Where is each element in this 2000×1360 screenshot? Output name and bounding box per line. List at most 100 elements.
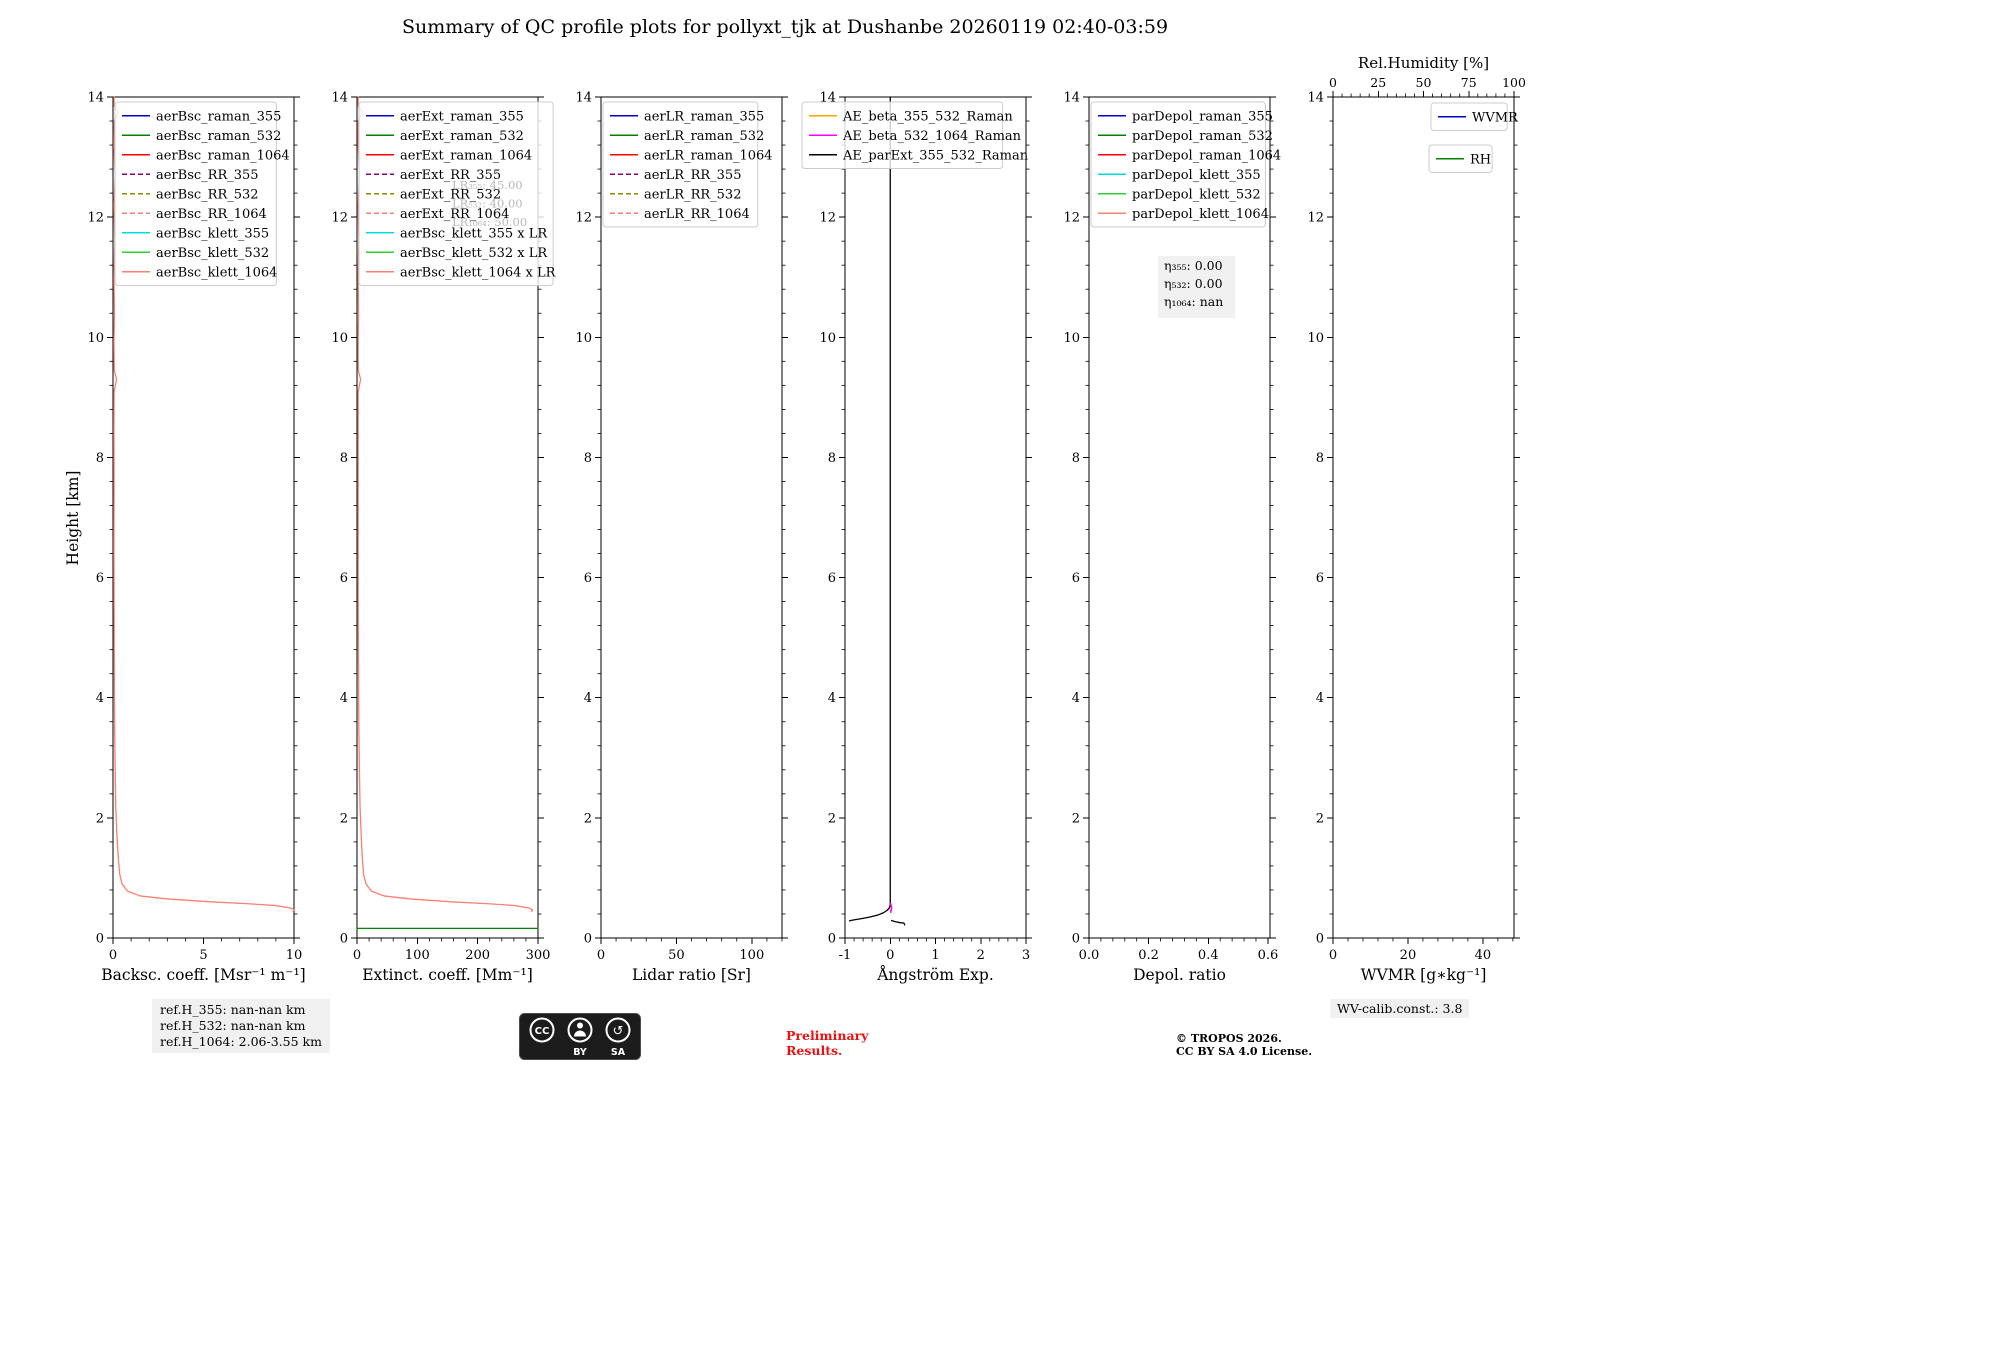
refh-1064-line: ref.H_1064: 2.06-3.55 km <box>160 1034 322 1049</box>
series-AE_parExt_355_532_Raman <box>848 96 891 922</box>
preliminary-line-1: Preliminary <box>786 1028 869 1043</box>
svg-text:14: 14 <box>87 91 104 106</box>
svg-text:aerLR_RR_1064: aerLR_RR_1064 <box>644 207 750 222</box>
svg-text:aerBsc_klett_532 x LR: aerBsc_klett_532 x LR <box>400 246 548 261</box>
panel-depol: 0 2 4 6 8 10 12 14 0.0 0.2 0.4 0.6 parDepol_raman_35… <box>1063 91 1281 985</box>
svg-text:aerLR_raman_1064: aerLR_raman_1064 <box>644 148 773 163</box>
cc-sa-label: SA <box>611 1047 626 1058</box>
svg-text:2: 2 <box>96 811 104 826</box>
svg-text:aerBsc_klett_355 x LR: aerBsc_klett_355 x LR <box>400 226 548 241</box>
figure-title: Summary of QC profile plots for pollyxt_… <box>401 16 1169 38</box>
svg-text:WVMR [g∗kg⁻¹]: WVMR [g∗kg⁻¹] <box>1361 966 1487 984</box>
legend-wvmr-0: WVMR <box>1430 102 1519 131</box>
share-alike-arrow: ↺ <box>613 1024 624 1039</box>
svg-text:0.2: 0.2 <box>1138 948 1159 963</box>
cc-logo-text: CC <box>535 1026 550 1037</box>
svg-text:2: 2 <box>828 811 836 826</box>
svg-text:aerExt_raman_532: aerExt_raman_532 <box>400 129 524 144</box>
legend-wvmr-1: RH <box>1428 144 1493 173</box>
share-alike-icon <box>605 1017 631 1043</box>
svg-text:0: 0 <box>584 932 592 947</box>
svg-text:aerLR_raman_355: aerLR_raman_355 <box>644 109 764 124</box>
panel-wvmr: 0 2 4 6 8 10 12 14 0 20 40 0 25 50 75 100 Rel.Humidity [… <box>1307 54 1526 984</box>
svg-text:Backsc. coeff. [Msr⁻¹ m⁻¹]: Backsc. coeff. [Msr⁻¹ m⁻¹] <box>101 966 305 984</box>
svg-text:1: 1 <box>931 948 939 963</box>
svg-text:40: 40 <box>1475 948 1492 963</box>
svg-text:10: 10 <box>575 331 592 346</box>
svg-text:parDepol_raman_1064: parDepol_raman_1064 <box>1132 148 1281 163</box>
svg-text:0: 0 <box>1329 948 1337 963</box>
series-AE_parExt_low_segment <box>890 919 906 926</box>
attribution-person-icon <box>567 1017 593 1043</box>
svg-text:aerBsc_raman_1064: aerBsc_raman_1064 <box>156 148 290 163</box>
svg-text:10: 10 <box>87 331 104 346</box>
cc-by-sa-badge: CC ↺ BY SA <box>519 1013 641 1064</box>
svg-text:12: 12 <box>819 211 836 226</box>
svg-text:0: 0 <box>828 932 836 947</box>
copyright-line-1: © TROPOS 2026. <box>1176 1032 1282 1045</box>
svg-text:aerBsc_klett_1064 x LR: aerBsc_klett_1064 x LR <box>400 265 557 280</box>
svg-text:η₅₃₂: 0.00: η₅₃₂: 0.00 <box>1164 276 1223 291</box>
svg-text:4: 4 <box>828 691 836 706</box>
svg-text:Depol. ratio: Depol. ratio <box>1133 966 1226 984</box>
cc-badge-graphic: CC ↺ BY SA <box>519 1013 641 1060</box>
svg-text:4: 4 <box>1316 691 1324 706</box>
svg-text:0: 0 <box>1316 932 1324 947</box>
svg-text:10: 10 <box>1307 331 1324 346</box>
cc-by-label: BY <box>573 1047 587 1058</box>
cc-logo-icon <box>529 1017 555 1043</box>
svg-text:12: 12 <box>87 211 104 226</box>
svg-text:aerExt_raman_1064: aerExt_raman_1064 <box>400 148 532 163</box>
svg-text:20: 20 <box>1400 948 1417 963</box>
svg-text:8: 8 <box>96 451 104 466</box>
svg-text:parDepol_raman_532: parDepol_raman_532 <box>1132 129 1273 144</box>
svg-text:14: 14 <box>331 91 348 106</box>
svg-text:50: 50 <box>668 948 685 963</box>
svg-text:0: 0 <box>1072 932 1080 947</box>
svg-text:3: 3 <box>1022 948 1030 963</box>
panel-extinction: 0 2 4 6 8 10 12 14 0 100 200 300 aerExt_raman_355aer… <box>331 91 556 985</box>
legend-lidar-ratio-0: aerLR_raman_355 aerLR_raman_532 aerLR_rama… <box>602 101 773 228</box>
svg-text:0: 0 <box>886 948 894 963</box>
svg-text:2: 2 <box>340 811 348 826</box>
svg-text:aerExt_raman_355: aerExt_raman_355 <box>400 109 524 124</box>
refh-355-line: ref.H_355: nan-nan km <box>160 1002 306 1017</box>
svg-text:0: 0 <box>340 932 348 947</box>
svg-text:8: 8 <box>1316 451 1324 466</box>
preliminary-line-2: Results. <box>786 1043 843 1058</box>
svg-text:14: 14 <box>575 91 592 106</box>
svg-text:10: 10 <box>819 331 836 346</box>
svg-text:Lidar ratio [Sr]: Lidar ratio [Sr] <box>632 966 751 984</box>
svg-text:AE_beta_532_1064_Raman: AE_beta_532_1064_Raman <box>842 129 1022 144</box>
svg-text:2: 2 <box>1072 811 1080 826</box>
svg-text:6: 6 <box>1072 571 1080 586</box>
svg-text:Rel.Humidity [%]: Rel.Humidity [%] <box>1358 54 1489 72</box>
svg-text:8: 8 <box>828 451 836 466</box>
svg-text:aerBsc_RR_1064: aerBsc_RR_1064 <box>156 207 267 222</box>
svg-text:6: 6 <box>340 571 348 586</box>
svg-text:6: 6 <box>1316 571 1324 586</box>
svg-text:η₁₀₆₄: nan: η₁₀₆₄: nan <box>1164 294 1223 309</box>
svg-text:6: 6 <box>828 571 836 586</box>
svg-text:0.4: 0.4 <box>1198 948 1219 963</box>
series-AE_beta_532_1064_Raman <box>889 902 893 913</box>
svg-text:aerBsc_RR_532: aerBsc_RR_532 <box>156 187 259 202</box>
svg-text:0.0: 0.0 <box>1079 948 1100 963</box>
svg-text:aerBsc_klett_355: aerBsc_klett_355 <box>156 226 269 241</box>
svg-text:0: 0 <box>353 948 361 963</box>
svg-text:12: 12 <box>1063 211 1080 226</box>
svg-text:LR₁₀₆₄: 50.00: LR₁₀₆₄: 50.00 <box>452 215 527 229</box>
svg-text:100: 100 <box>739 948 764 963</box>
svg-text:AE_beta_355_532_Raman: AE_beta_355_532_Raman <box>842 109 1013 124</box>
svg-text:aerBsc_raman_355: aerBsc_raman_355 <box>156 109 281 124</box>
svg-text:aerLR_raman_532: aerLR_raman_532 <box>644 129 764 144</box>
svg-text:4: 4 <box>584 691 592 706</box>
svg-text:4: 4 <box>96 691 104 706</box>
svg-text:0.6: 0.6 <box>1258 948 1279 963</box>
svg-text:25: 25 <box>1370 75 1386 90</box>
svg-text:8: 8 <box>584 451 592 466</box>
refh-532-line: ref.H_532: nan-nan km <box>160 1018 306 1033</box>
